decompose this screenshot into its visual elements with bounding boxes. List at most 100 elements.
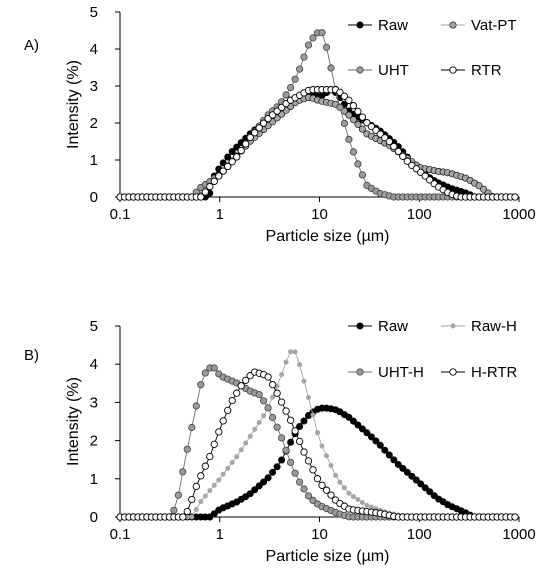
data-point-rtr xyxy=(197,193,205,201)
y-axis-title: Intensity (%) xyxy=(65,60,82,149)
data-point-raw xyxy=(403,468,411,476)
data-point-rtr xyxy=(349,102,358,110)
data-point-raw-h xyxy=(314,430,320,436)
data-point-raw-h xyxy=(247,433,253,439)
data-point-raw xyxy=(358,425,366,433)
data-point-raw-h xyxy=(288,349,294,355)
data-point-rtr xyxy=(219,167,227,175)
series-line-vat-pt xyxy=(120,97,515,198)
data-point-raw-h xyxy=(337,479,343,485)
x-tick-label: 100 xyxy=(407,526,432,543)
data-point-raw-h xyxy=(297,362,303,368)
data-point-h-rtr xyxy=(511,513,519,521)
data-point-raw-h xyxy=(207,488,213,494)
x-tick-label: 1 xyxy=(216,526,224,543)
data-point-raw xyxy=(376,441,384,449)
data-point-h-rtr xyxy=(219,417,227,425)
data-point-uht xyxy=(286,84,295,92)
data-point-uht xyxy=(327,64,335,72)
x-axis-title: Particle size (µm) xyxy=(266,228,390,245)
data-point-uht-h xyxy=(183,445,191,453)
data-point-uht xyxy=(349,148,357,156)
x-tick-label: 10 xyxy=(311,526,328,543)
data-point-raw xyxy=(426,488,434,496)
data-point-uht-h xyxy=(174,491,182,499)
data-point-raw-h xyxy=(341,485,347,491)
data-point-uht-h xyxy=(273,423,281,431)
data-point-raw-h xyxy=(270,394,276,400)
data-point-raw xyxy=(246,490,254,498)
legend-marker-raw-h xyxy=(450,323,456,329)
data-point-raw-h xyxy=(328,462,334,468)
legend-label-raw: Raw xyxy=(378,17,408,34)
data-point-rtr xyxy=(511,193,519,201)
data-point-raw xyxy=(385,451,393,459)
data-point-vat-pt xyxy=(354,120,362,128)
legend-marker-uht-h xyxy=(356,368,364,376)
data-point-h-rtr xyxy=(188,495,196,504)
data-point-rtr xyxy=(224,162,232,171)
data-point-raw xyxy=(412,476,420,484)
data-point-raw-h xyxy=(359,499,365,505)
data-point-h-rtr xyxy=(197,472,205,480)
data-point-h-rtr xyxy=(309,466,317,474)
data-point-rtr xyxy=(358,113,367,121)
data-point-uht xyxy=(322,43,331,51)
data-point-raw-h xyxy=(350,494,356,500)
data-point-raw-h xyxy=(198,499,204,505)
data-point-uht-h xyxy=(255,390,263,399)
data-point-raw xyxy=(296,422,304,430)
data-point-rtr xyxy=(403,157,411,165)
x-tick-label: 1 xyxy=(216,206,224,223)
data-point-uht-h xyxy=(170,506,178,514)
data-point-rtr xyxy=(259,119,268,127)
y-tick-label: 1 xyxy=(90,471,98,488)
data-point-raw xyxy=(260,478,268,486)
data-point-uht xyxy=(282,91,290,99)
data-point-h-rtr xyxy=(291,427,299,435)
data-point-h-rtr xyxy=(242,376,250,384)
data-point-raw xyxy=(300,417,308,425)
y-tick-label: 4 xyxy=(90,41,98,58)
y-tick-label: 2 xyxy=(90,433,98,450)
data-point-rtr xyxy=(394,147,402,156)
data-point-uht-h xyxy=(268,413,277,422)
y-tick-label: 5 xyxy=(90,4,98,21)
data-point-raw xyxy=(372,437,380,445)
legend-marker-uht xyxy=(356,66,364,74)
y-tick-label: 1 xyxy=(90,152,98,169)
data-point-h-rtr xyxy=(295,437,304,446)
data-point-raw xyxy=(345,413,353,421)
y-tick-label: 5 xyxy=(90,318,98,335)
x-axis-title: Particle size (µm) xyxy=(266,548,390,565)
series-line-rtr xyxy=(120,89,515,198)
data-point-uht xyxy=(304,41,313,49)
data-point-raw xyxy=(210,510,218,518)
data-point-h-rtr xyxy=(322,486,331,494)
data-point-h-rtr xyxy=(179,513,187,521)
data-point-raw xyxy=(255,482,263,490)
data-point-raw xyxy=(399,464,407,472)
data-point-rtr xyxy=(210,177,218,185)
data-point-raw-h xyxy=(225,465,231,471)
data-point-raw xyxy=(273,463,281,471)
data-point-raw xyxy=(264,474,272,482)
data-point-uht xyxy=(300,53,308,61)
data-point-h-rtr xyxy=(201,462,209,470)
data-point-raw-h xyxy=(256,419,262,425)
data-point-raw xyxy=(228,148,236,156)
data-point-h-rtr xyxy=(318,481,326,489)
data-point-raw xyxy=(287,438,295,446)
data-point-raw-h xyxy=(305,395,311,401)
data-point-uht-h xyxy=(282,446,290,454)
data-point-rtr xyxy=(336,88,344,96)
data-point-rtr xyxy=(215,172,223,180)
data-point-rtr xyxy=(237,146,245,155)
data-point-uht-h xyxy=(304,492,313,500)
data-point-vat-pt xyxy=(349,116,357,124)
data-point-rtr xyxy=(345,96,353,104)
y-tick-label: 3 xyxy=(90,78,98,95)
data-point-rtr xyxy=(233,153,241,161)
data-point-h-rtr xyxy=(192,482,200,491)
